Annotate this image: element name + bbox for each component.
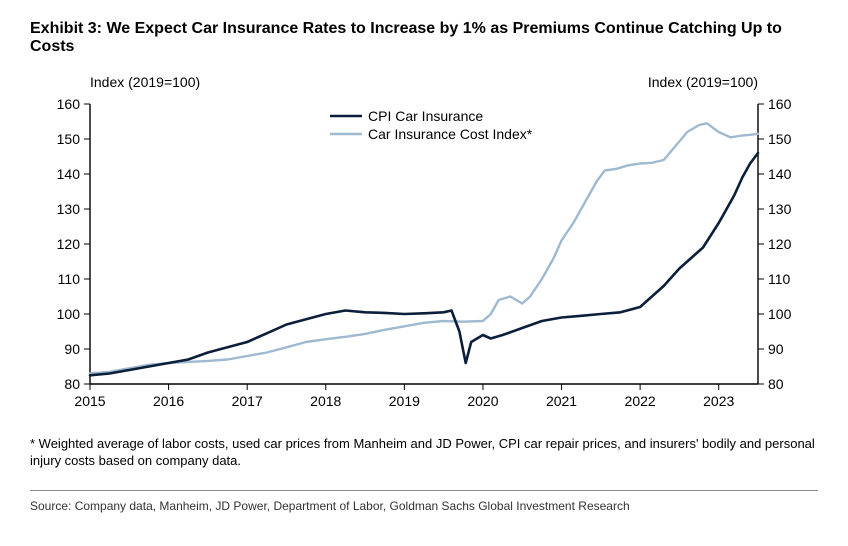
source-line: Source: Company data, Manheim, JD Power,… [30, 499, 818, 513]
svg-text:80: 80 [768, 376, 784, 392]
svg-text:130: 130 [57, 201, 81, 217]
svg-text:2015: 2015 [74, 393, 105, 409]
svg-text:150: 150 [57, 131, 81, 147]
exhibit-title: Exhibit 3: We Expect Car Insurance Rates… [30, 20, 818, 56]
divider [30, 490, 818, 491]
chart-container: Index (2019=100) Index (2019=100) 80 80 90… [30, 74, 818, 434]
svg-text:2017: 2017 [232, 393, 263, 409]
svg-text:160: 160 [57, 96, 81, 112]
svg-text:150: 150 [768, 131, 792, 147]
line-chart: 80 80 90 90 100 100 110 110 120 120 130 130 140 140 15… [30, 74, 818, 434]
svg-text:140: 140 [57, 166, 81, 182]
svg-text:2023: 2023 [703, 393, 734, 409]
svg-text:2019: 2019 [389, 393, 420, 409]
svg-text:90: 90 [768, 341, 784, 357]
axis-label-left: Index (2019=100) [90, 74, 200, 90]
chart-footnote: * Weighted average of labor costs, used … [30, 436, 818, 470]
svg-text:120: 120 [768, 236, 792, 252]
axis-label-right: Index (2019=100) [648, 74, 758, 90]
svg-text:160: 160 [768, 96, 792, 112]
legend-label: CPI Car Insurance [368, 108, 483, 124]
series-line [90, 123, 758, 373]
svg-text:130: 130 [768, 201, 792, 217]
svg-text:140: 140 [768, 166, 792, 182]
svg-text:110: 110 [58, 271, 81, 287]
svg-text:110: 110 [768, 271, 791, 287]
svg-text:2018: 2018 [310, 393, 341, 409]
series-line [90, 153, 758, 375]
svg-text:80: 80 [64, 376, 80, 392]
svg-text:2016: 2016 [153, 393, 184, 409]
svg-text:100: 100 [768, 306, 792, 322]
svg-text:90: 90 [64, 341, 80, 357]
svg-text:120: 120 [57, 236, 81, 252]
svg-text:2021: 2021 [546, 393, 577, 409]
svg-text:2022: 2022 [625, 393, 656, 409]
legend-label: Car Insurance Cost Index* [368, 126, 533, 142]
svg-text:2020: 2020 [467, 393, 498, 409]
svg-text:100: 100 [57, 306, 81, 322]
